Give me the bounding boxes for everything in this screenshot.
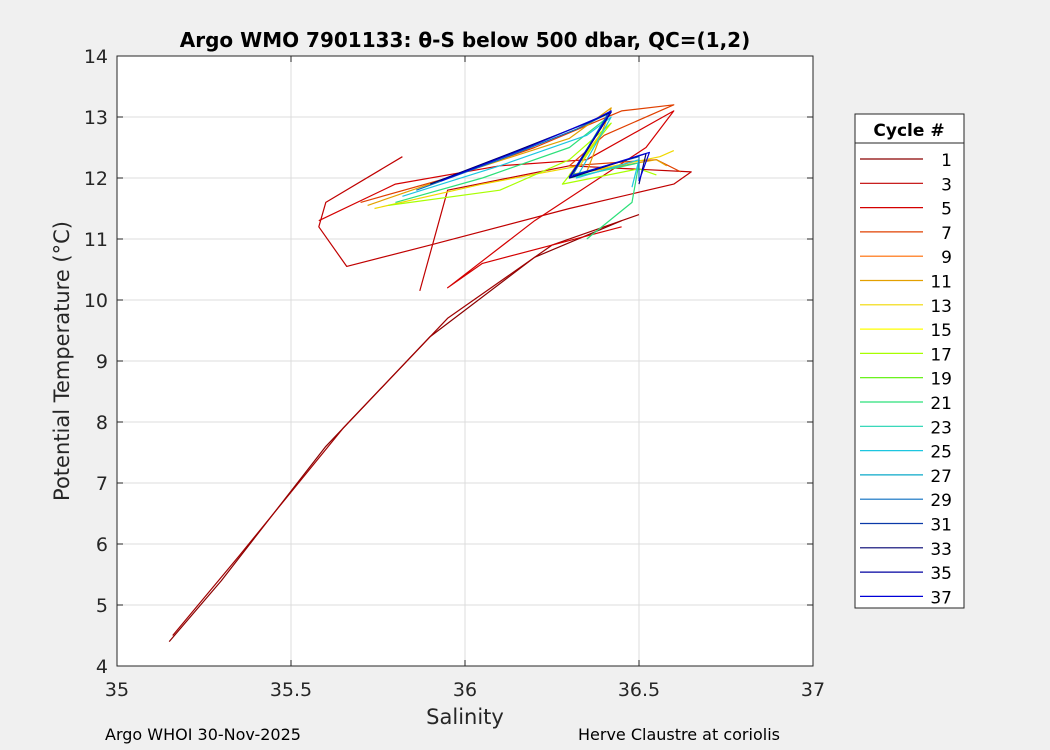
x-axis-label: Salinity xyxy=(426,705,504,729)
legend-label: 19 xyxy=(930,370,952,390)
legend-label: 37 xyxy=(930,588,952,608)
y-tick-label: 14 xyxy=(84,46,108,68)
legend-label: 3 xyxy=(941,175,952,195)
footer-right-text: Herve Claustre at coriolis xyxy=(578,725,780,744)
x-tick-label: 36.5 xyxy=(618,679,660,701)
legend-title: Cycle # xyxy=(873,121,944,141)
x-tick-labels: 35 35.5 36 36.5 37 xyxy=(105,56,825,701)
legend-label: 27 xyxy=(930,467,952,487)
legend-label: 5 xyxy=(941,200,952,220)
y-tick-label: 5 xyxy=(96,595,108,617)
y-tick-labels: 4 5 6 7 8 9 10 11 12 13 14 xyxy=(84,46,813,678)
legend-label: 7 xyxy=(941,224,952,244)
legend-label: 35 xyxy=(930,564,952,584)
y-tick-label: 9 xyxy=(96,351,108,373)
y-tick-label: 11 xyxy=(84,229,108,251)
x-tick-label: 35.5 xyxy=(270,679,312,701)
y-axis-label: Potential Temperature (°C) xyxy=(50,221,74,501)
legend-label: 11 xyxy=(930,273,952,293)
y-tick-label: 12 xyxy=(84,168,108,190)
y-tick-label: 8 xyxy=(96,412,108,434)
legend-label: 13 xyxy=(930,297,952,317)
y-tick-label: 13 xyxy=(84,107,108,129)
chart-title: Argo WMO 7901133: θ-S below 500 dbar, QC… xyxy=(180,28,750,52)
x-tick-label: 35 xyxy=(105,679,129,701)
legend-label: 21 xyxy=(930,394,952,414)
legend-box xyxy=(854,113,965,609)
legend-label: 31 xyxy=(930,516,952,536)
y-tick-label: 4 xyxy=(96,656,108,678)
legend-label: 9 xyxy=(941,248,952,268)
x-tick-label: 37 xyxy=(801,679,825,701)
legend-label: 17 xyxy=(930,345,952,365)
series-line xyxy=(318,156,692,292)
series-line xyxy=(172,214,640,636)
x-tick-label: 36 xyxy=(453,679,477,701)
legend-label: 1 xyxy=(941,151,952,171)
y-tick-label: 7 xyxy=(96,473,108,495)
legend: Cycle # 13579111315171921232527293133353… xyxy=(854,113,965,609)
legend-label: 25 xyxy=(930,443,952,463)
legend-label: 15 xyxy=(930,321,952,341)
series-line xyxy=(318,110,675,289)
legend-label: 33 xyxy=(930,540,952,560)
legend-label: 29 xyxy=(930,491,952,511)
legend-label: 23 xyxy=(930,418,952,438)
series-lines xyxy=(168,104,692,642)
y-tick-label: 6 xyxy=(96,534,108,556)
footer-left-text: Argo WHOI 30-Nov-2025 xyxy=(105,725,301,744)
series-line xyxy=(440,110,651,182)
y-tick-label: 10 xyxy=(84,290,108,312)
